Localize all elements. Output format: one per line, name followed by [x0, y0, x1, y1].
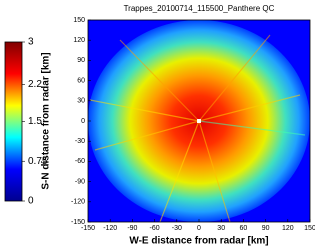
- x-tick-label: 60: [240, 225, 248, 232]
- y-tick-label: 60: [77, 77, 85, 84]
- y-tick-label: -150: [71, 219, 85, 226]
- y-tick-label: 150: [73, 17, 85, 24]
- x-tick-label: -30: [172, 225, 182, 232]
- colorbar-tick-label: 0.75: [28, 156, 48, 167]
- x-tick-label: 150: [304, 225, 315, 232]
- x-tick-label: 30: [217, 225, 225, 232]
- chart: Trappes_20100714_115500_Panthere QC W-E …: [0, 0, 315, 249]
- colorbar: [5, 42, 22, 201]
- x-axis-label: W-E distance from radar [km]: [129, 236, 268, 247]
- y-axis-label: S-N distance from radar [km]: [41, 52, 52, 189]
- colorbar-tick-label: 0: [28, 196, 34, 207]
- y-tick-label: -90: [75, 178, 85, 185]
- y-tick-label: 30: [77, 98, 85, 105]
- y-tick-label: 120: [73, 37, 85, 44]
- y-tick-label: -60: [75, 158, 85, 165]
- chart-title: Trappes_20100714_115500_Panthere QC: [124, 4, 275, 13]
- x-tick-label: 120: [282, 225, 294, 232]
- radar-site: [197, 119, 201, 123]
- x-tick-label: 0: [197, 225, 201, 232]
- y-tick-label: 0: [81, 118, 85, 125]
- colorbar-tick-label: 3: [28, 37, 34, 48]
- x-tick-label: -90: [127, 225, 137, 232]
- y-tick-label: -30: [75, 138, 85, 145]
- y-tick-label: 90: [77, 57, 85, 64]
- y-tick-label: -120: [71, 199, 85, 206]
- x-tick-label: -150: [81, 225, 95, 232]
- x-tick-label: 90: [262, 225, 270, 232]
- x-tick-label: -60: [150, 225, 160, 232]
- colorbar-tick-label: 2.2: [28, 79, 42, 90]
- plot-area: [88, 20, 310, 222]
- x-tick-label: -120: [103, 225, 117, 232]
- colorbar-tick-label: 1.5: [28, 116, 42, 127]
